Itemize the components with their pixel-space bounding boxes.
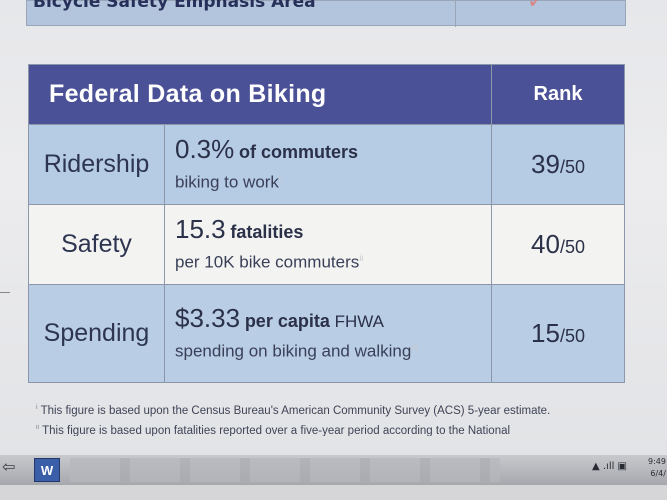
back-arrow-icon[interactable]: ⇦ bbox=[2, 457, 16, 476]
table-row-spending: Spending $3.33 per capita FHWA spending … bbox=[28, 284, 625, 383]
stat-value: $3.33 bbox=[175, 303, 241, 334]
stat-subtitle: spending on biking and walking bbox=[175, 341, 412, 361]
stat-description: 15.3 fatalities per 10K bike commutersii bbox=[164, 204, 492, 285]
rank-total: /50 bbox=[559, 157, 585, 177]
stat-value: 15.3 bbox=[175, 214, 226, 245]
footnote-2-clip: ii This figure is based upon fatalities … bbox=[36, 424, 636, 436]
clock[interactable]: 9:49 6/4/ bbox=[648, 456, 666, 480]
rank-total: /50 bbox=[559, 326, 585, 346]
footnote-1-mark: i bbox=[36, 404, 38, 411]
clock-time: 9:49 bbox=[648, 457, 666, 466]
rank-number: 15 bbox=[531, 318, 560, 348]
margin-tick bbox=[0, 292, 10, 293]
system-tray[interactable]: ▲ .ıll ▣ bbox=[592, 461, 628, 472]
table-row-ridership: Ridership 0.3% of commuters biking to wo… bbox=[28, 124, 625, 205]
rank-total: /50 bbox=[559, 237, 585, 257]
rank-value: 15/50 bbox=[491, 284, 625, 383]
rank-value: 40/50 bbox=[491, 204, 625, 285]
table-title: Federal Data on Biking bbox=[28, 64, 492, 125]
stat-value: 0.3% bbox=[175, 134, 235, 165]
stat-source: FHWA bbox=[334, 312, 385, 332]
category-label: Spending bbox=[28, 284, 165, 383]
footnote-2: ii This figure is based upon fatalities … bbox=[36, 424, 636, 436]
clock-date: 6/4/ bbox=[650, 469, 666, 478]
rank-number: 39 bbox=[531, 149, 560, 179]
footnote-2-text: This figure is based upon fatalities rep… bbox=[42, 424, 511, 436]
stat-unit: fatalities bbox=[230, 222, 304, 243]
stat-description: $3.33 per capita FHWA spending on biking… bbox=[164, 284, 492, 383]
word-app-icon[interactable]: W bbox=[34, 458, 60, 482]
column-divider bbox=[455, 1, 456, 27]
previous-row-label: Bicycle Safety Emphasis Area bbox=[33, 0, 316, 12]
taskbar: ⇦ W ▲ .ıll ▣ 9:49 6/4/ bbox=[0, 455, 667, 485]
footnote-mark: ii bbox=[359, 253, 364, 264]
category-label: Ridership bbox=[28, 124, 165, 205]
stat-unit: per capita bbox=[244, 311, 330, 332]
table-row-safety: Safety 15.3 fatalities per 10K bike comm… bbox=[28, 204, 625, 285]
document-screen: Bicycle Safety Emphasis Area ✓ Federal D… bbox=[0, 0, 667, 455]
checkmark-icon: ✓ bbox=[527, 0, 546, 14]
previous-table-row: Bicycle Safety Emphasis Area ✓ bbox=[26, 0, 626, 27]
category-label: Safety bbox=[28, 204, 165, 285]
rank-header: Rank bbox=[491, 64, 625, 125]
rank-number: 40 bbox=[531, 229, 560, 259]
pinned-apps-area[interactable] bbox=[70, 458, 500, 482]
footnote-mark: i bbox=[278, 173, 281, 184]
footnote-mark: iii bbox=[411, 342, 418, 353]
stat-unit: of commuters bbox=[239, 142, 359, 163]
stat-subtitle: biking to work bbox=[175, 172, 279, 192]
stat-description: 0.3% of commuters biking to worki bbox=[164, 124, 492, 205]
footnote-2-mark: ii bbox=[36, 423, 40, 431]
footnotes: i This figure is based upon the Census B… bbox=[36, 404, 636, 436]
table-header-row: Federal Data on Biking Rank bbox=[28, 64, 625, 125]
monitor-bezel bbox=[0, 485, 667, 500]
federal-data-table: Federal Data on Biking Rank Ridership 0.… bbox=[28, 64, 625, 383]
stat-subtitle: per 10K bike commuters bbox=[175, 252, 360, 272]
footnote-1: i This figure is based upon the Census B… bbox=[36, 404, 636, 417]
rank-value: 39/50 bbox=[491, 124, 625, 205]
footnote-1-text: This figure is based upon the Census Bur… bbox=[40, 404, 551, 417]
